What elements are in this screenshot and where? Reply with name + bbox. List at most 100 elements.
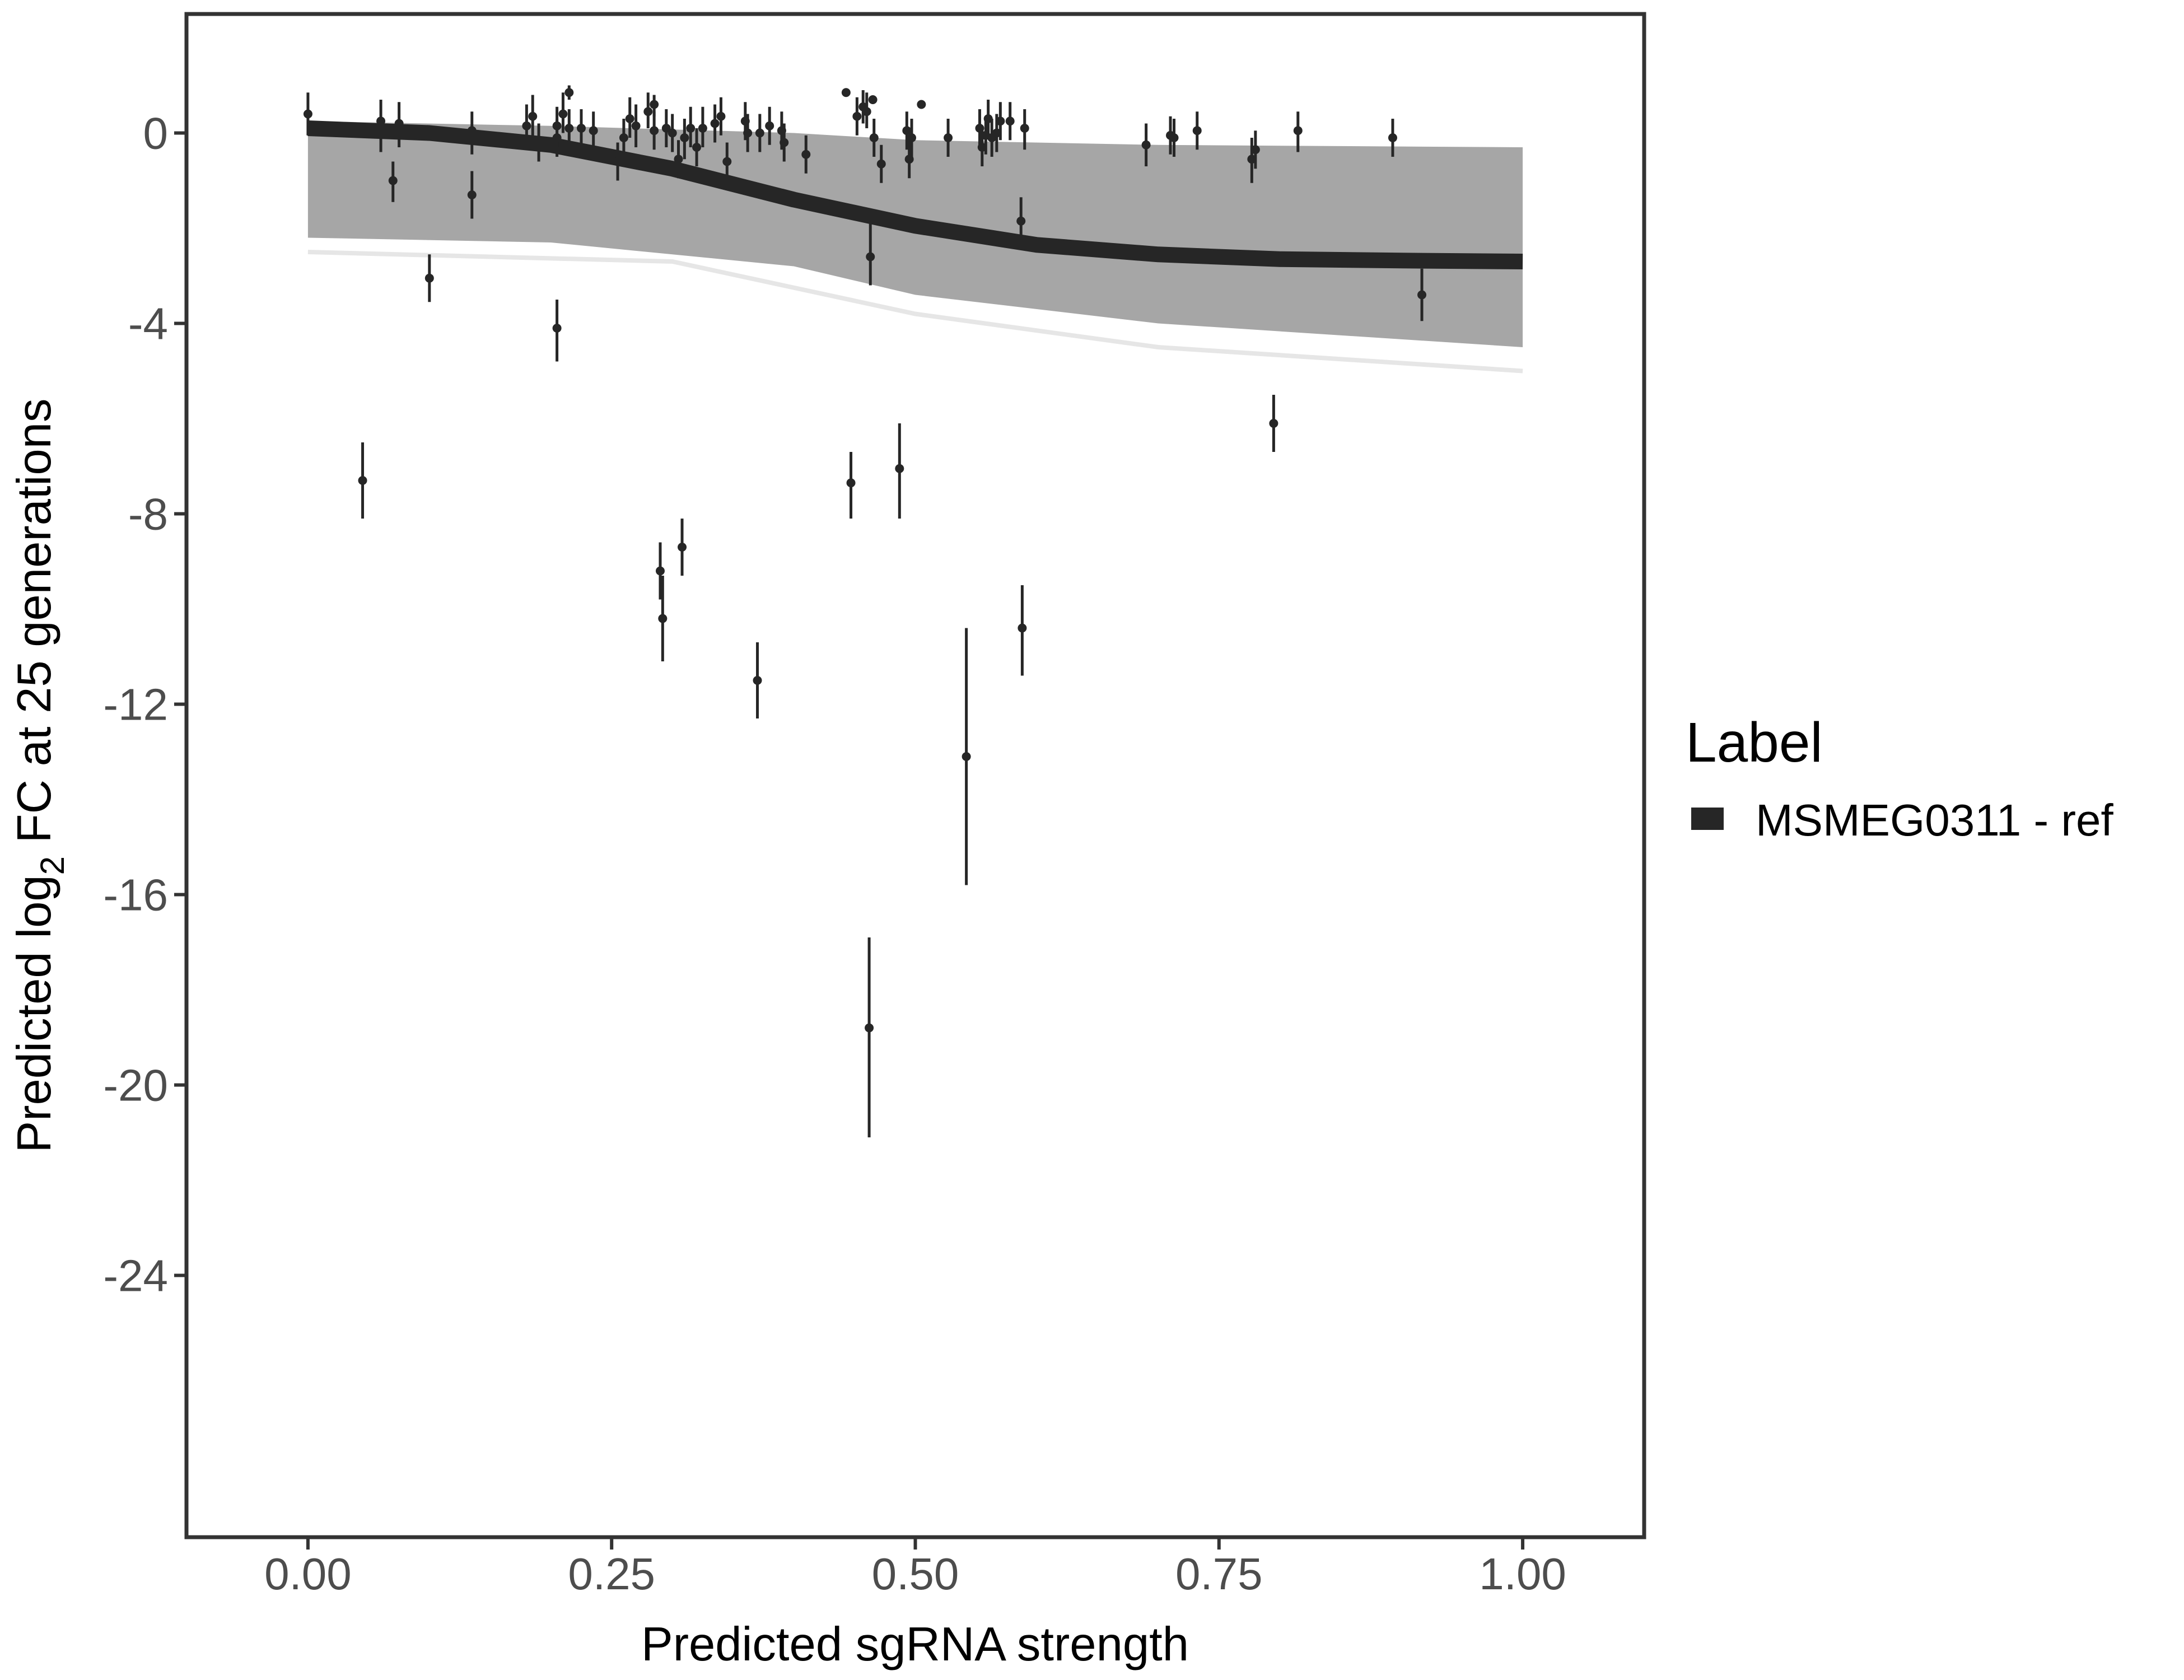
y-tick-label: -4 bbox=[128, 299, 168, 349]
data-point bbox=[1192, 111, 1202, 150]
posterior-band-area bbox=[307, 121, 1523, 348]
data-point bbox=[755, 114, 764, 152]
point-marker bbox=[613, 157, 623, 166]
point-marker bbox=[576, 124, 586, 133]
point-marker bbox=[917, 100, 926, 109]
data-point bbox=[564, 109, 574, 147]
point-marker bbox=[992, 128, 1001, 138]
point-marker bbox=[962, 752, 971, 761]
point-marker bbox=[564, 124, 574, 133]
data-point bbox=[765, 106, 774, 145]
y-axis-title-subscript: 2 bbox=[34, 856, 71, 875]
data-point bbox=[650, 111, 659, 150]
data-point bbox=[1417, 268, 1427, 321]
y-axis-title: Predicted log2 FC at 25 generations bbox=[8, 399, 71, 1153]
data-point bbox=[558, 92, 568, 133]
point-marker bbox=[743, 128, 753, 138]
data-point bbox=[895, 423, 904, 519]
data-point bbox=[841, 88, 851, 97]
point-marker bbox=[1247, 155, 1257, 164]
point-marker bbox=[619, 133, 628, 142]
point-marker bbox=[1016, 216, 1026, 226]
data-point bbox=[619, 119, 628, 157]
data-point bbox=[917, 100, 926, 109]
point-marker bbox=[865, 1023, 874, 1033]
point-marker bbox=[522, 121, 531, 130]
data-point bbox=[1141, 123, 1151, 166]
point-marker bbox=[589, 126, 598, 136]
data-point bbox=[576, 109, 586, 150]
data-point bbox=[862, 92, 871, 128]
data-point bbox=[467, 111, 477, 155]
point-marker bbox=[1018, 623, 1027, 633]
point-marker bbox=[801, 150, 811, 159]
point-marker bbox=[552, 324, 562, 333]
point-marker bbox=[303, 109, 312, 119]
data-point bbox=[564, 85, 574, 100]
data-point bbox=[1247, 138, 1257, 183]
point-marker bbox=[680, 133, 689, 142]
point-marker bbox=[1005, 116, 1015, 126]
data-point bbox=[852, 97, 862, 136]
point-marker bbox=[358, 476, 367, 485]
data-point bbox=[1018, 585, 1027, 676]
data-point bbox=[1293, 111, 1303, 152]
point-marker bbox=[902, 126, 912, 136]
data-point bbox=[753, 642, 762, 718]
point-marker bbox=[869, 133, 879, 142]
data-point bbox=[589, 111, 598, 150]
x-tick-label: 0.50 bbox=[872, 1549, 959, 1599]
point-marker bbox=[1141, 140, 1151, 150]
point-marker bbox=[780, 138, 789, 147]
point-marker bbox=[692, 143, 702, 152]
point-marker bbox=[765, 121, 774, 130]
data-point bbox=[655, 542, 665, 600]
data-point bbox=[907, 119, 916, 157]
posterior-band bbox=[307, 121, 1523, 374]
x-axis: 0.00 0.25 0.50 0.75 1.00 bbox=[264, 1539, 1566, 1599]
point-marker bbox=[1269, 419, 1278, 428]
data-point bbox=[962, 628, 971, 885]
point-marker bbox=[716, 111, 726, 121]
point-marker bbox=[424, 273, 434, 283]
data-point bbox=[625, 97, 634, 138]
data-point bbox=[866, 223, 875, 286]
data-point bbox=[710, 104, 720, 143]
y-tick-label: -24 bbox=[103, 1251, 168, 1301]
data-point bbox=[424, 254, 434, 302]
data-point bbox=[983, 100, 993, 138]
point-marker bbox=[1417, 290, 1427, 300]
point-marker bbox=[643, 107, 653, 116]
x-tick-label: 0.75 bbox=[1175, 1549, 1263, 1599]
data-point bbox=[643, 92, 653, 128]
point-marker bbox=[528, 111, 538, 121]
point-marker bbox=[904, 155, 914, 164]
point-marker bbox=[1250, 145, 1260, 155]
point-marker bbox=[658, 614, 668, 623]
data-point bbox=[552, 119, 562, 157]
data-point bbox=[722, 142, 732, 181]
y-tick-label: -8 bbox=[128, 489, 168, 539]
point-marker bbox=[895, 464, 904, 473]
data-point bbox=[674, 140, 683, 179]
y-tick-label: -12 bbox=[103, 680, 168, 730]
point-marker bbox=[674, 155, 683, 164]
point-marker bbox=[1020, 124, 1029, 133]
point-marker bbox=[650, 100, 659, 109]
point-marker bbox=[388, 176, 398, 185]
data-point bbox=[376, 100, 386, 152]
data-point bbox=[716, 97, 726, 136]
legend: Label MSMEG0311 - ref bbox=[1686, 711, 2113, 845]
point-marker bbox=[710, 119, 720, 128]
point-marker bbox=[467, 190, 477, 199]
data-point bbox=[692, 128, 702, 166]
point-marker bbox=[698, 124, 707, 133]
x-axis-title: Predicted sgRNA strength bbox=[641, 1618, 1189, 1671]
y-axis-title-suffix: FC at 25 generations bbox=[8, 399, 61, 856]
point-marker bbox=[866, 252, 875, 262]
data-point bbox=[661, 109, 671, 147]
fit-curve-layer bbox=[307, 120, 1523, 269]
point-marker bbox=[650, 126, 659, 136]
point-marker bbox=[534, 138, 544, 147]
data-point bbox=[698, 106, 707, 147]
